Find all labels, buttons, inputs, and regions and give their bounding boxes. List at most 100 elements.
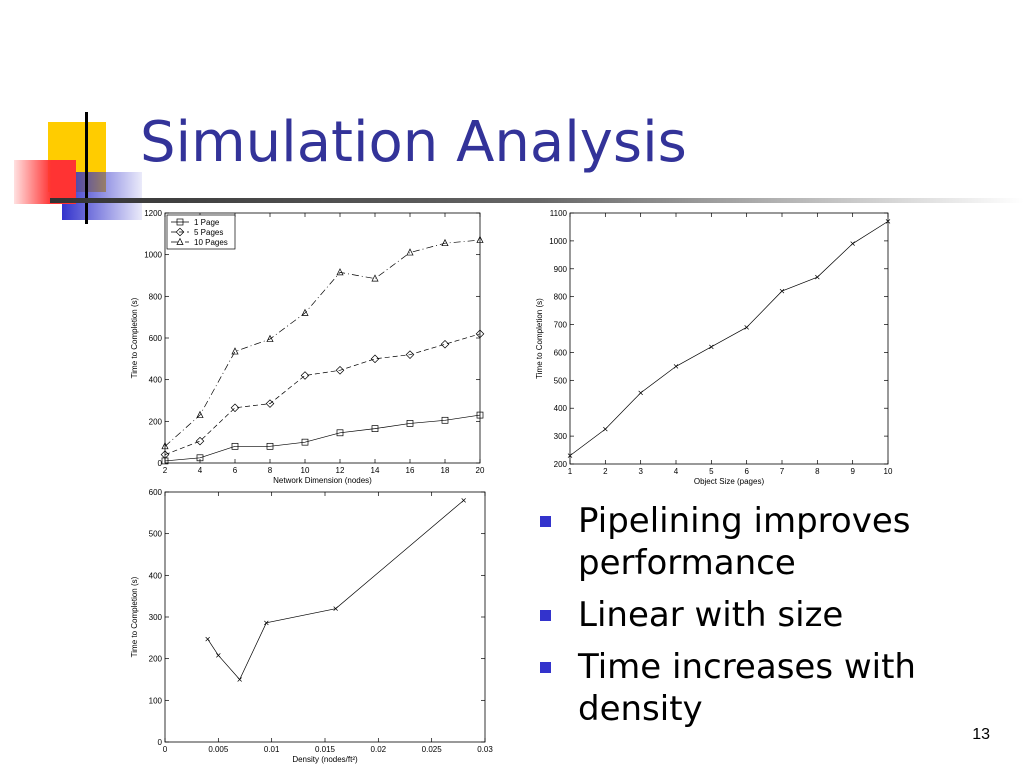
bullet-square-icon xyxy=(540,610,551,621)
y-tick-label: 0 xyxy=(158,738,163,747)
series xyxy=(161,235,484,450)
x-axis-label: Density (nodes/ft²) xyxy=(292,755,358,764)
x-tick-label: 12 xyxy=(336,466,345,475)
data-point-triangle xyxy=(196,410,204,418)
slide-title: Simulation Analysis xyxy=(140,110,687,175)
data-point-x xyxy=(850,241,855,246)
x-tick-label: 2 xyxy=(603,467,608,476)
data-point-x xyxy=(205,636,210,642)
x-tick-label: 0.025 xyxy=(422,745,443,754)
y-tick-label: 300 xyxy=(149,613,163,622)
x-tick-label: 4 xyxy=(674,467,679,476)
data-point-triangle xyxy=(161,442,169,450)
data-point-square xyxy=(176,218,184,226)
legend-label: 5 Pages xyxy=(194,228,223,237)
legend-label: 1 Page xyxy=(194,218,220,227)
plot-area xyxy=(164,212,481,464)
y-tick-label: 800 xyxy=(554,293,568,302)
bullet-item: Linear with size xyxy=(540,594,1000,636)
y-tick-label: 400 xyxy=(149,376,163,385)
y-axis-label: Time to Completion (s) xyxy=(130,297,139,378)
data-point-diamond xyxy=(265,399,275,408)
series-line xyxy=(164,333,481,455)
y-tick-label: 600 xyxy=(554,348,568,357)
deco-vertical-line xyxy=(85,112,88,224)
bullet-square-icon xyxy=(540,662,551,673)
data-point-diamond xyxy=(370,354,380,364)
y-tick-label: 100 xyxy=(149,696,163,705)
y-tick-label: 200 xyxy=(554,460,568,469)
data-point-x xyxy=(333,606,338,611)
y-tick-label: 1000 xyxy=(549,237,567,246)
x-tick-label: 20 xyxy=(476,466,485,475)
data-point-square xyxy=(196,454,204,462)
plot-area xyxy=(569,212,889,465)
data-point-square xyxy=(406,420,414,427)
y-tick-label: 0 xyxy=(158,459,163,468)
y-tick-label: 500 xyxy=(149,530,163,539)
x-tick-label: 5 xyxy=(709,467,714,476)
y-tick-label: 1100 xyxy=(550,209,568,218)
data-point-x xyxy=(237,677,242,682)
chart-object-size: 1 2 3 4 5 6 7 8 9 10 200 300 400 500 600 700 800 900 1000 1… xyxy=(535,209,893,486)
x-tick-label: 14 xyxy=(371,466,380,475)
y-tick-label: 600 xyxy=(149,488,163,497)
plot-area xyxy=(164,491,486,743)
chart-network-dimension: 2 4 6 8 10 12 14 16 18 20020040060080010001200Net… xyxy=(130,209,485,485)
x-tick-label: 0.02 xyxy=(371,745,387,754)
bullet-square-icon xyxy=(540,516,551,527)
series-line xyxy=(164,239,481,447)
x-tick-label: 18 xyxy=(441,466,450,475)
chart-density: 0 0.005 0.01 0.015 0.02 0.025 0.03 0 100 200 300 40… xyxy=(130,488,493,764)
data-point-x xyxy=(815,274,820,280)
x-tick-label: 1 xyxy=(568,467,573,476)
data-point-square xyxy=(301,438,309,446)
data-point-square xyxy=(441,416,449,424)
data-point-x xyxy=(744,325,749,330)
data-point-diamond xyxy=(175,227,185,237)
x-tick-label: 10 xyxy=(884,467,893,476)
x-tick-label: 8 xyxy=(268,466,273,475)
series xyxy=(161,411,484,465)
x-axis-label: Network Dimension (nodes) xyxy=(273,476,372,485)
x-tick-label: 8 xyxy=(815,467,820,476)
x-tick-label: 7 xyxy=(780,467,785,476)
legend-box xyxy=(166,214,236,250)
data-point-x xyxy=(709,344,714,350)
y-tick-label: 400 xyxy=(554,404,568,413)
data-point-diamond xyxy=(300,371,310,380)
data-point-diamond xyxy=(475,329,485,339)
x-tick-label: 0.015 xyxy=(315,745,336,754)
page-number: 13 xyxy=(972,726,990,743)
x-tick-label: 4 xyxy=(198,466,203,475)
x-tick-label: 6 xyxy=(233,466,238,475)
y-tick-label: 300 xyxy=(554,432,568,441)
data-point-square xyxy=(161,457,169,465)
data-point-square xyxy=(336,429,344,437)
bullet-text: Pipelining improves performance xyxy=(578,501,911,583)
x-tick-label: 2 xyxy=(163,466,168,475)
data-point-x xyxy=(779,288,785,294)
x-tick-label: 0 xyxy=(163,745,168,754)
data-point-triangle xyxy=(176,237,184,245)
y-tick-label: 500 xyxy=(554,376,568,385)
legend-label: 10 Pages xyxy=(194,238,228,247)
y-tick-label: 600 xyxy=(149,334,163,343)
y-tick-label: 900 xyxy=(554,265,568,274)
y-tick-label: 200 xyxy=(149,655,163,664)
y-tick-label: 1000 xyxy=(144,251,162,260)
data-point-diamond xyxy=(230,403,240,413)
y-tick-label: 1200 xyxy=(144,209,162,218)
y-tick-label: 200 xyxy=(149,417,163,426)
bullet-item: Time increases with density xyxy=(540,646,1000,730)
data-point-diamond xyxy=(195,436,205,446)
data-point-square xyxy=(231,442,239,450)
data-point-square xyxy=(476,411,484,419)
data-point-x xyxy=(264,620,269,626)
bullet-text: Time increases with density xyxy=(578,647,916,729)
data-point-diamond xyxy=(160,450,170,459)
series xyxy=(160,329,485,459)
data-point-triangle xyxy=(371,274,379,282)
data-point-triangle xyxy=(406,248,414,256)
data-point-diamond xyxy=(335,365,345,375)
